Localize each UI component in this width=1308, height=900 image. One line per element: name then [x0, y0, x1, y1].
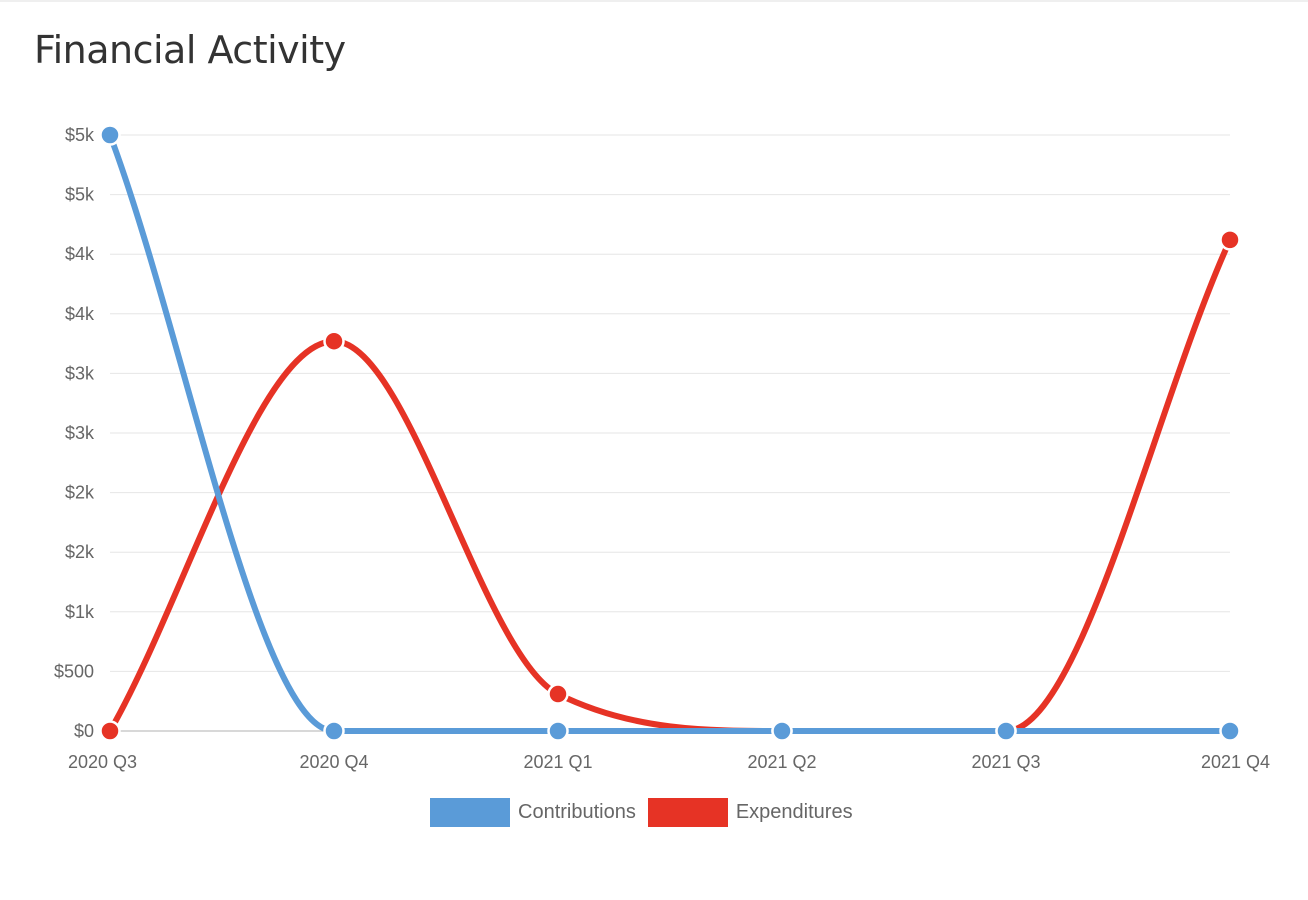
x-tick-label: 2020 Q4: [299, 752, 368, 772]
legend-swatch-expenditures: [647, 798, 728, 827]
x-tick-label: 2021 Q4: [1201, 752, 1270, 772]
data-point-contributions[interactable]: [771, 720, 793, 742]
data-point-contributions[interactable]: [323, 720, 345, 742]
legend-label-contributions: Contributions: [518, 801, 636, 823]
data-point-expenditures[interactable]: [323, 330, 345, 352]
y-tick-label: $5k: [65, 125, 95, 145]
legend-label-expenditures: Expenditures: [735, 801, 853, 823]
y-tick-label: $2k: [65, 542, 95, 562]
data-point-contributions[interactable]: [99, 124, 121, 146]
data-point-expenditures[interactable]: [1219, 229, 1241, 251]
y-tick-label: $3k: [65, 423, 95, 443]
y-tick-label: $0: [74, 721, 94, 741]
x-tick-label: 2021 Q1: [523, 752, 592, 772]
x-tick-label: 2020 Q3: [68, 752, 137, 772]
data-point-contributions[interactable]: [1219, 720, 1241, 742]
x-tick-label: 2021 Q3: [971, 752, 1040, 772]
data-point-contributions[interactable]: [995, 720, 1017, 742]
y-tick-label: $500: [54, 661, 94, 681]
data-point-expenditures[interactable]: [99, 720, 121, 742]
data-point-expenditures[interactable]: [547, 683, 569, 705]
legend: Contributions Expenditures: [430, 798, 853, 827]
top-border: [0, 0, 1308, 2]
y-tick-label: $2k: [65, 483, 95, 503]
x-axis-ticks: 2020 Q3 2020 Q4 2021 Q1 2021 Q2 2021 Q3 2021 …: [68, 752, 1270, 772]
legend-item-expenditures[interactable]: Expenditures: [647, 798, 853, 827]
data-point-contributions[interactable]: [547, 720, 569, 742]
legend-item-contributions[interactable]: Contributions: [430, 798, 636, 827]
gridlines: [110, 134, 1230, 732]
y-tick-label: $4k: [65, 244, 95, 264]
y-tick-label: $3k: [65, 363, 95, 383]
legend-swatch-contributions: [430, 798, 510, 827]
chart-title: Financial Activity: [34, 28, 346, 72]
y-tick-label: $4k: [65, 304, 95, 324]
y-tick-label: $5k: [65, 185, 95, 205]
series-points: [99, 124, 1241, 742]
y-tick-label: $1k: [65, 602, 95, 622]
x-tick-label: 2021 Q2: [747, 752, 816, 772]
series-line-expenditures: [107, 236, 1233, 735]
y-axis-ticks: $0 $500 $1k $2k $2k $3k $3k $4k $4k $5k $5k: [54, 125, 95, 741]
